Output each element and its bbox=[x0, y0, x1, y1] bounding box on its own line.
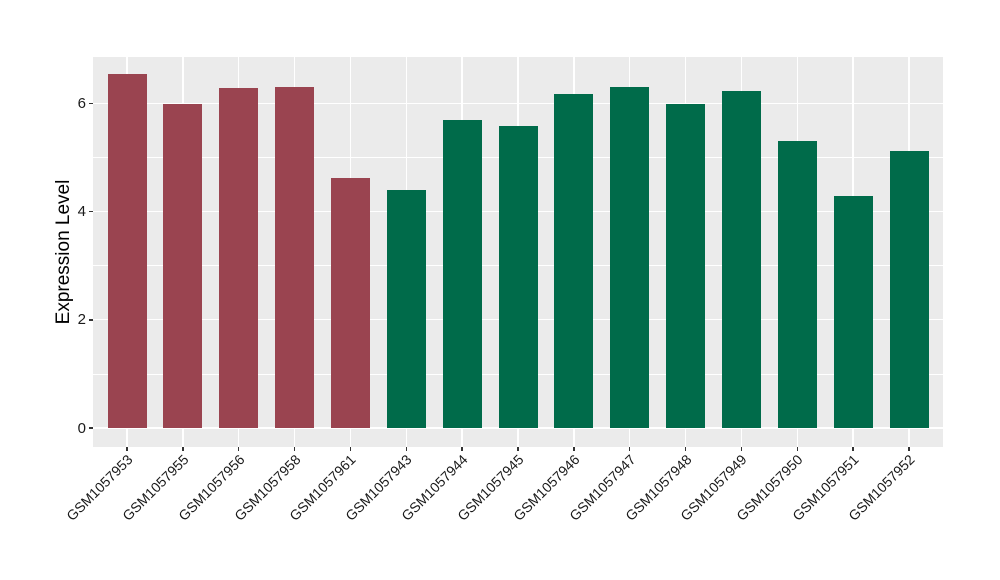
x-tick-label-GSM1057947: GSM1057947 bbox=[565, 451, 639, 524]
y-tick-label-6: 6 bbox=[77, 94, 86, 112]
x-tick-label-GSM1057953: GSM1057953 bbox=[63, 451, 136, 524]
y-tick-label-0: 0 bbox=[77, 419, 86, 437]
x-tick-mark-GSM1057947 bbox=[628, 447, 631, 451]
plot-panel bbox=[93, 57, 943, 447]
y-tick-mark-6 bbox=[89, 102, 93, 105]
x-tick-mark-GSM1057948 bbox=[684, 447, 687, 451]
x-tick-label-GSM1057944: GSM1057944 bbox=[398, 451, 471, 524]
x-tick-mark-GSM1057956 bbox=[237, 447, 240, 451]
x-tick-label-GSM1057961: GSM1057961 bbox=[286, 451, 360, 524]
bar-GSM1057946 bbox=[554, 94, 594, 428]
bar-GSM1057949 bbox=[721, 90, 761, 428]
x-tick-label-GSM1057948: GSM1057948 bbox=[621, 451, 695, 524]
x-tick-label-GSM1057956: GSM1057956 bbox=[174, 451, 248, 524]
x-tick-mark-GSM1057952 bbox=[908, 447, 910, 451]
bar-GSM1057951 bbox=[833, 195, 873, 428]
bar-GSM1057943 bbox=[386, 189, 426, 428]
x-tick-mark-GSM1057961 bbox=[349, 447, 352, 451]
bar-GSM1057948 bbox=[666, 103, 706, 428]
x-tick-mark-GSM1057944 bbox=[461, 447, 463, 451]
bar-GSM1057953 bbox=[107, 73, 147, 428]
bar-GSM1057956 bbox=[219, 87, 259, 428]
x-tick-mark-GSM1057958 bbox=[293, 447, 296, 451]
x-tick-mark-GSM1057946 bbox=[573, 447, 575, 451]
x-tick-label-GSM1057955: GSM1057955 bbox=[119, 451, 192, 524]
bar-GSM1057952 bbox=[889, 151, 929, 428]
bar-GSM1057961 bbox=[330, 178, 370, 428]
x-tick-mark-GSM1057949 bbox=[740, 447, 743, 451]
y-tick-label-2: 2 bbox=[77, 311, 86, 329]
bar-GSM1057947 bbox=[610, 87, 650, 428]
bar-GSM1057950 bbox=[777, 141, 817, 428]
x-tick-mark-GSM1057943 bbox=[405, 447, 408, 451]
y-tick-mark-2 bbox=[89, 319, 93, 321]
y-tick-mark-4 bbox=[89, 210, 93, 213]
x-tick-mark-GSM1057953 bbox=[126, 447, 128, 451]
x-tick-label-GSM1057958: GSM1057958 bbox=[230, 451, 304, 524]
x-tick-mark-GSM1057951 bbox=[852, 447, 854, 451]
y-tick-label-4: 4 bbox=[77, 203, 86, 221]
x-tick-label-GSM1057949: GSM1057949 bbox=[677, 451, 751, 524]
x-tick-label-GSM1057945: GSM1057945 bbox=[454, 451, 527, 524]
x-tick-label-GSM1057951: GSM1057951 bbox=[789, 451, 862, 524]
x-tick-mark-GSM1057955 bbox=[182, 447, 184, 451]
x-tick-mark-GSM1057945 bbox=[517, 447, 519, 451]
x-tick-label-GSM1057943: GSM1057943 bbox=[342, 451, 415, 524]
x-tick-label-GSM1057950: GSM1057950 bbox=[733, 451, 806, 524]
x-tick-label-GSM1057952: GSM1057952 bbox=[845, 451, 918, 524]
y-tick-mark-0 bbox=[89, 427, 93, 429]
bar-GSM1057955 bbox=[163, 104, 203, 428]
x-tick-mark-GSM1057950 bbox=[796, 447, 799, 451]
bar-GSM1057944 bbox=[442, 119, 482, 428]
bar-GSM1057945 bbox=[498, 125, 538, 428]
y-axis-title: Expression Level bbox=[53, 179, 74, 325]
x-tick-label-GSM1057946: GSM1057946 bbox=[510, 451, 583, 524]
bar-GSM1057958 bbox=[275, 86, 315, 428]
